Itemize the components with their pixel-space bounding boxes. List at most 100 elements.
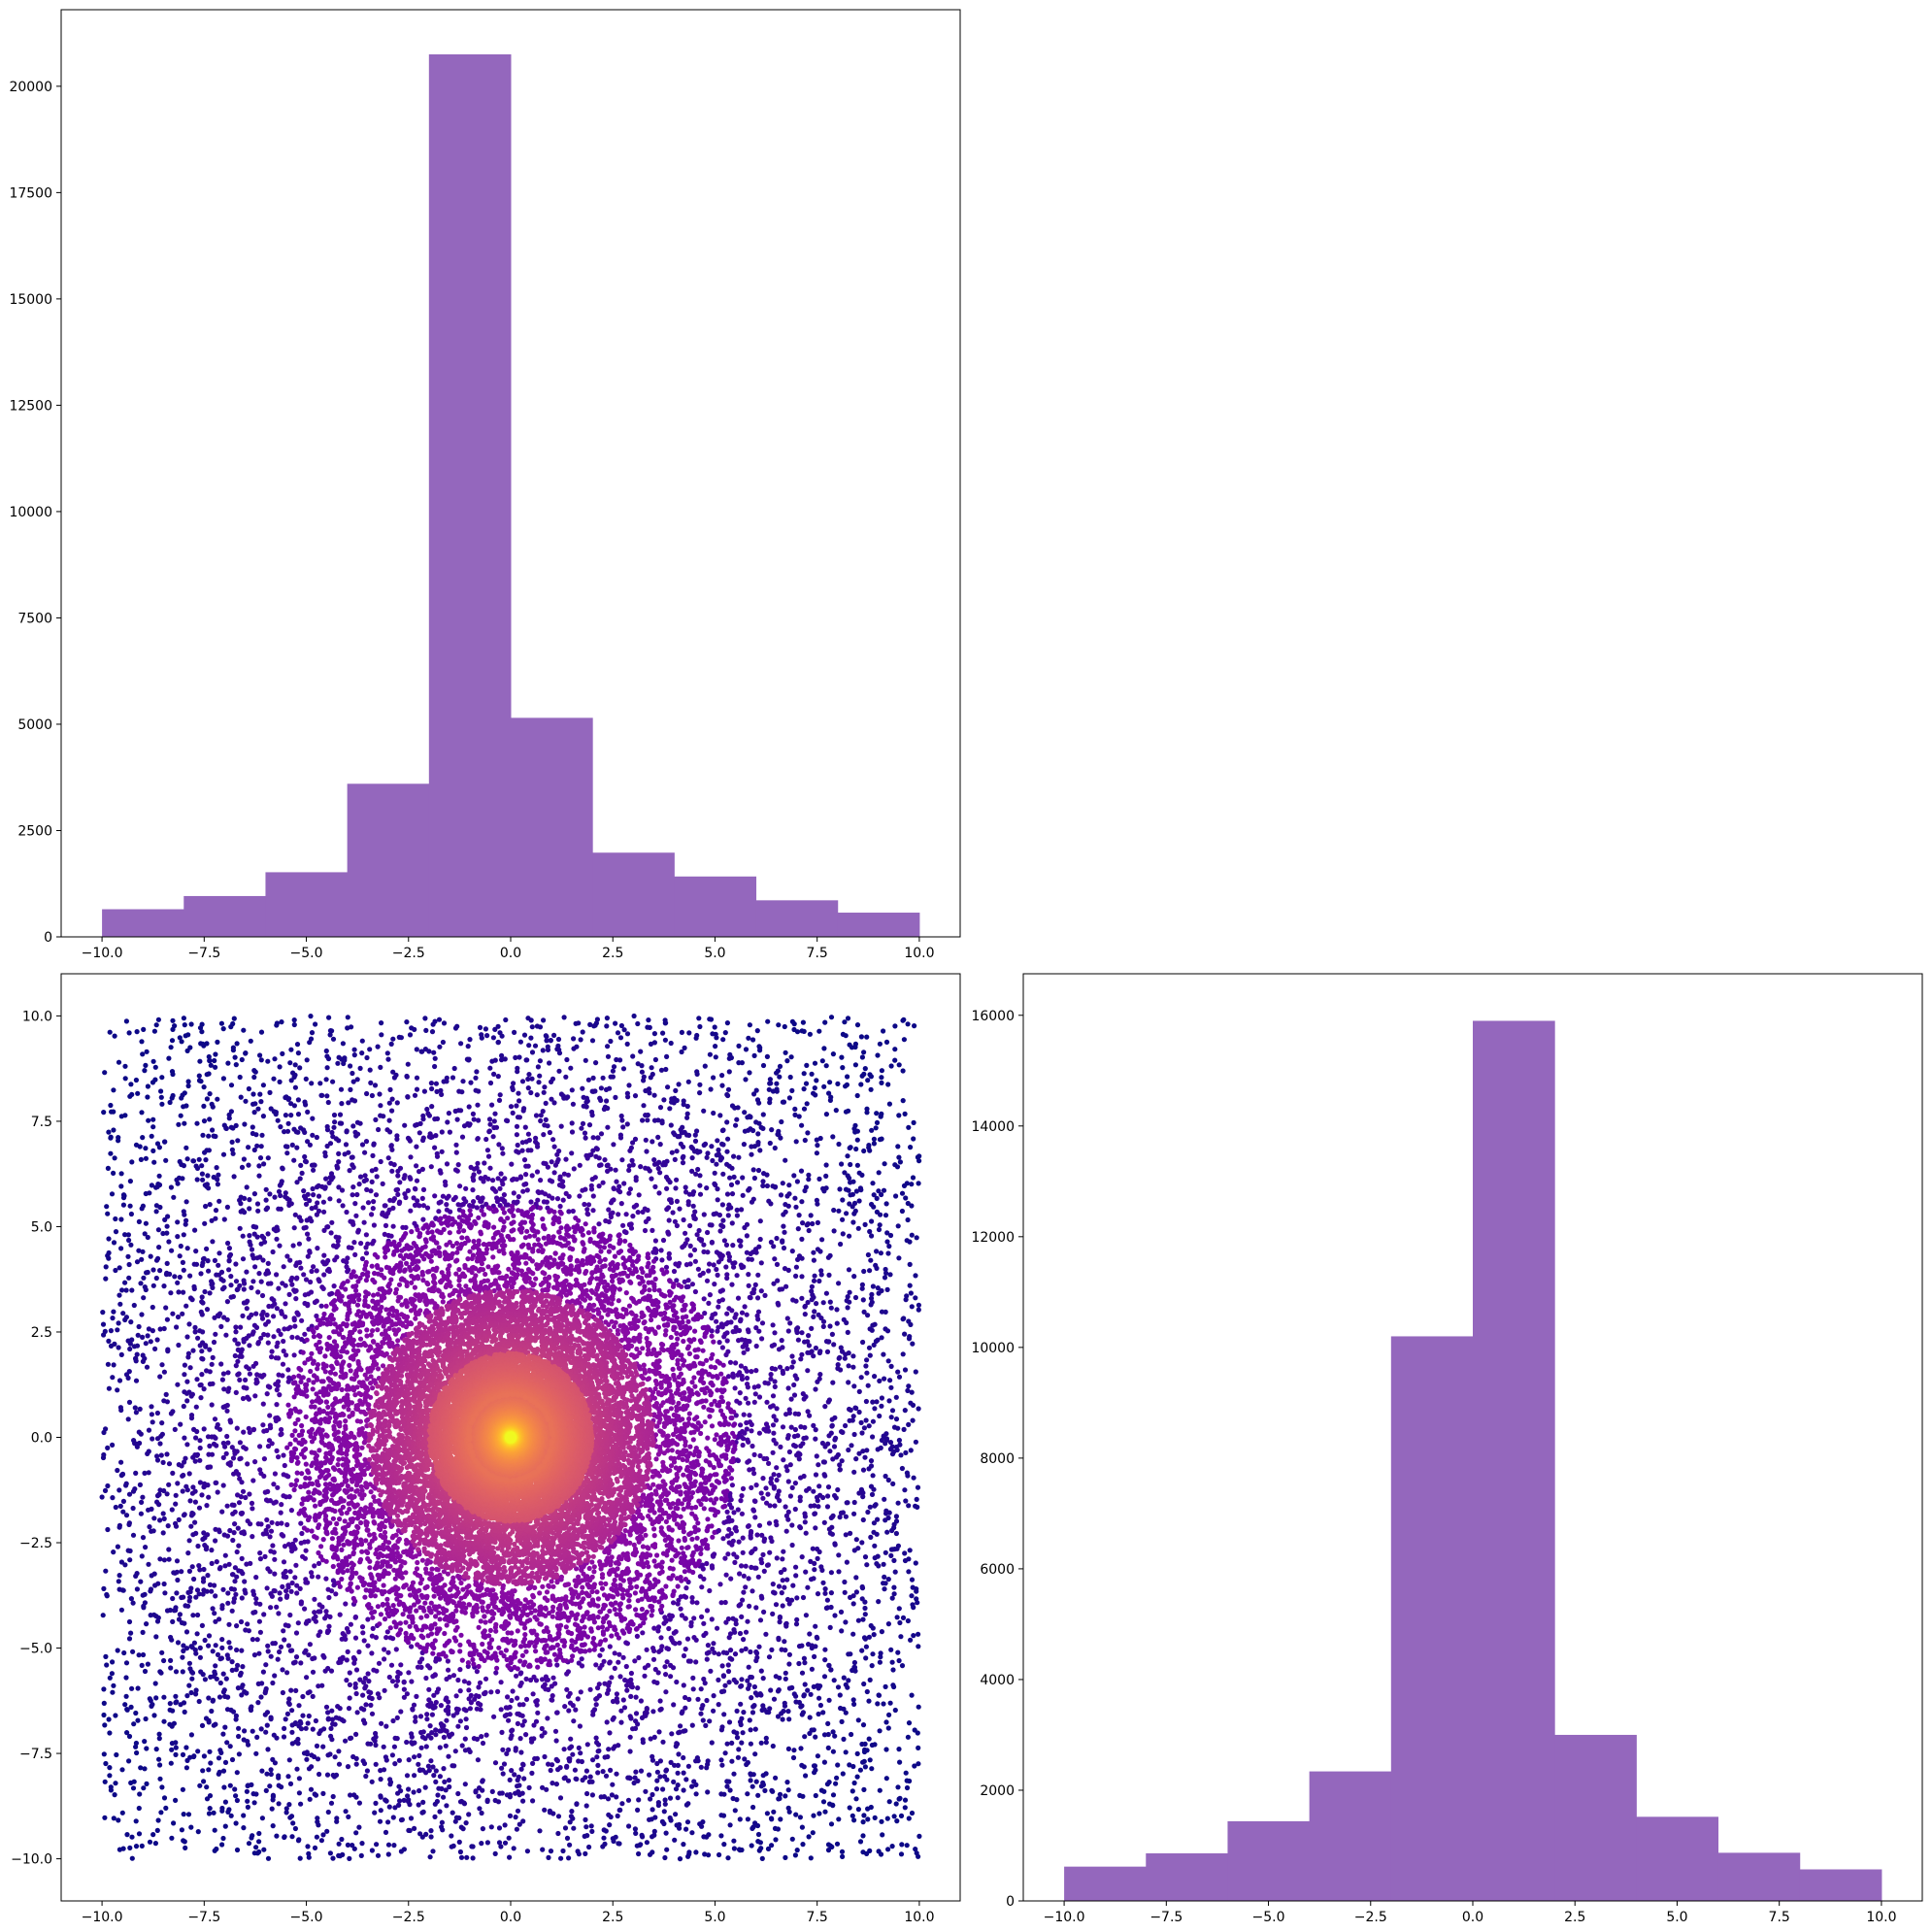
scatter-point	[495, 1023, 501, 1029]
scatter-point	[489, 1102, 495, 1108]
scatter-point	[586, 1844, 592, 1850]
scatter-point	[235, 1525, 241, 1531]
scatter-point	[714, 1152, 719, 1158]
scatter-point	[306, 1713, 312, 1719]
scatter-point	[736, 1060, 742, 1066]
scatter-point	[250, 1091, 256, 1097]
scatter-point	[147, 1190, 152, 1196]
scatter-point	[207, 1290, 213, 1296]
scatter-point	[257, 1052, 263, 1058]
scatter-point	[226, 1621, 232, 1627]
scatter-point	[882, 1161, 887, 1167]
scatter-point	[311, 1192, 316, 1198]
scatter-point	[163, 1805, 169, 1811]
scatter-point	[198, 1395, 204, 1401]
scatter-point	[379, 1032, 384, 1038]
scatter-point	[744, 1249, 750, 1255]
scatter-point	[136, 1652, 142, 1658]
scatter-point	[331, 1124, 337, 1130]
scatter-point	[548, 1767, 553, 1774]
scatter-point	[277, 1079, 283, 1084]
scatter-point	[851, 1469, 857, 1475]
scatter-point	[633, 1769, 639, 1775]
scatter-point	[369, 1092, 375, 1099]
scatter-point	[690, 1675, 696, 1681]
scatter-point	[867, 1228, 873, 1235]
hist-x-bar	[428, 53, 512, 938]
scatter-point	[314, 1212, 319, 1217]
scatter-point	[383, 1797, 388, 1803]
scatter-point	[610, 1068, 616, 1074]
scatter-point	[890, 1481, 896, 1486]
scatter-point	[800, 1710, 807, 1715]
scatter-point	[774, 1555, 780, 1561]
scatter-point	[435, 1792, 441, 1798]
scatter-point	[840, 1065, 846, 1071]
scatter-point	[787, 1074, 793, 1081]
scatter-point	[286, 1696, 292, 1702]
scatter-point	[896, 1657, 902, 1664]
scatter-point	[206, 1053, 212, 1060]
scatter-point	[813, 1472, 819, 1478]
scatter-point	[865, 1806, 871, 1812]
scatter-point	[157, 1776, 163, 1782]
scatter-point	[820, 1799, 827, 1805]
scatter-point	[864, 1370, 870, 1376]
scatter-point	[397, 1180, 403, 1185]
scatter-point	[523, 1732, 529, 1738]
scatter-point	[276, 1285, 282, 1291]
scatter-point	[790, 1297, 796, 1303]
scatter-point	[755, 1574, 761, 1580]
scatter-point	[694, 1071, 700, 1077]
scatter-point	[203, 1157, 209, 1163]
scatter-point	[202, 1220, 208, 1226]
scatter-point	[659, 1818, 666, 1824]
scatter-point	[664, 1053, 670, 1059]
scatter-point	[118, 1246, 124, 1251]
scatter-point	[750, 1804, 756, 1811]
scatter-point	[354, 1710, 360, 1715]
scatter-point	[651, 1040, 658, 1046]
scatter-point	[150, 1148, 156, 1153]
scatter-point	[326, 1015, 332, 1020]
scatter-point	[843, 1710, 849, 1715]
scatter-point	[862, 1764, 869, 1770]
scatter-point	[350, 1079, 356, 1084]
scatter-point	[627, 1734, 633, 1740]
scatter-point	[677, 1206, 683, 1212]
scatter-point	[122, 1113, 128, 1118]
scatter-point	[908, 1145, 914, 1150]
scatter-point	[695, 1696, 701, 1702]
scatter-point	[749, 1151, 754, 1157]
scatter-point	[614, 1056, 619, 1063]
scatter-point	[813, 1436, 818, 1442]
scatter-point	[824, 1504, 831, 1510]
scatter-point	[267, 1191, 273, 1197]
scatter-point	[767, 1706, 773, 1712]
scatter-point	[834, 1307, 840, 1313]
scatter-point	[288, 1687, 294, 1693]
scatter-point	[244, 1788, 250, 1794]
scatter-point	[137, 1144, 143, 1149]
scatter-point	[242, 1587, 248, 1593]
scatter-point	[225, 1440, 231, 1446]
scatter-point	[715, 1625, 720, 1631]
scatter-point	[207, 1806, 213, 1812]
scatter-point	[833, 1781, 839, 1786]
scatter-point	[649, 1176, 654, 1182]
scatter-point	[378, 1158, 383, 1165]
scatter-point	[104, 1593, 110, 1599]
scatter-point	[835, 1684, 842, 1690]
scatter-point	[816, 1278, 822, 1284]
scatter-point	[155, 1817, 161, 1823]
scatter-point	[414, 1144, 419, 1149]
scatter-point	[614, 1179, 619, 1184]
scatter-point	[124, 1730, 130, 1736]
scatter-point	[656, 1729, 662, 1735]
scatter-point	[270, 1792, 276, 1798]
scatter-point	[831, 1207, 837, 1214]
scatter-point	[611, 1064, 617, 1070]
scatter-point	[257, 1155, 264, 1161]
scatter-point	[811, 1257, 817, 1263]
scatter-point	[905, 1387, 911, 1393]
